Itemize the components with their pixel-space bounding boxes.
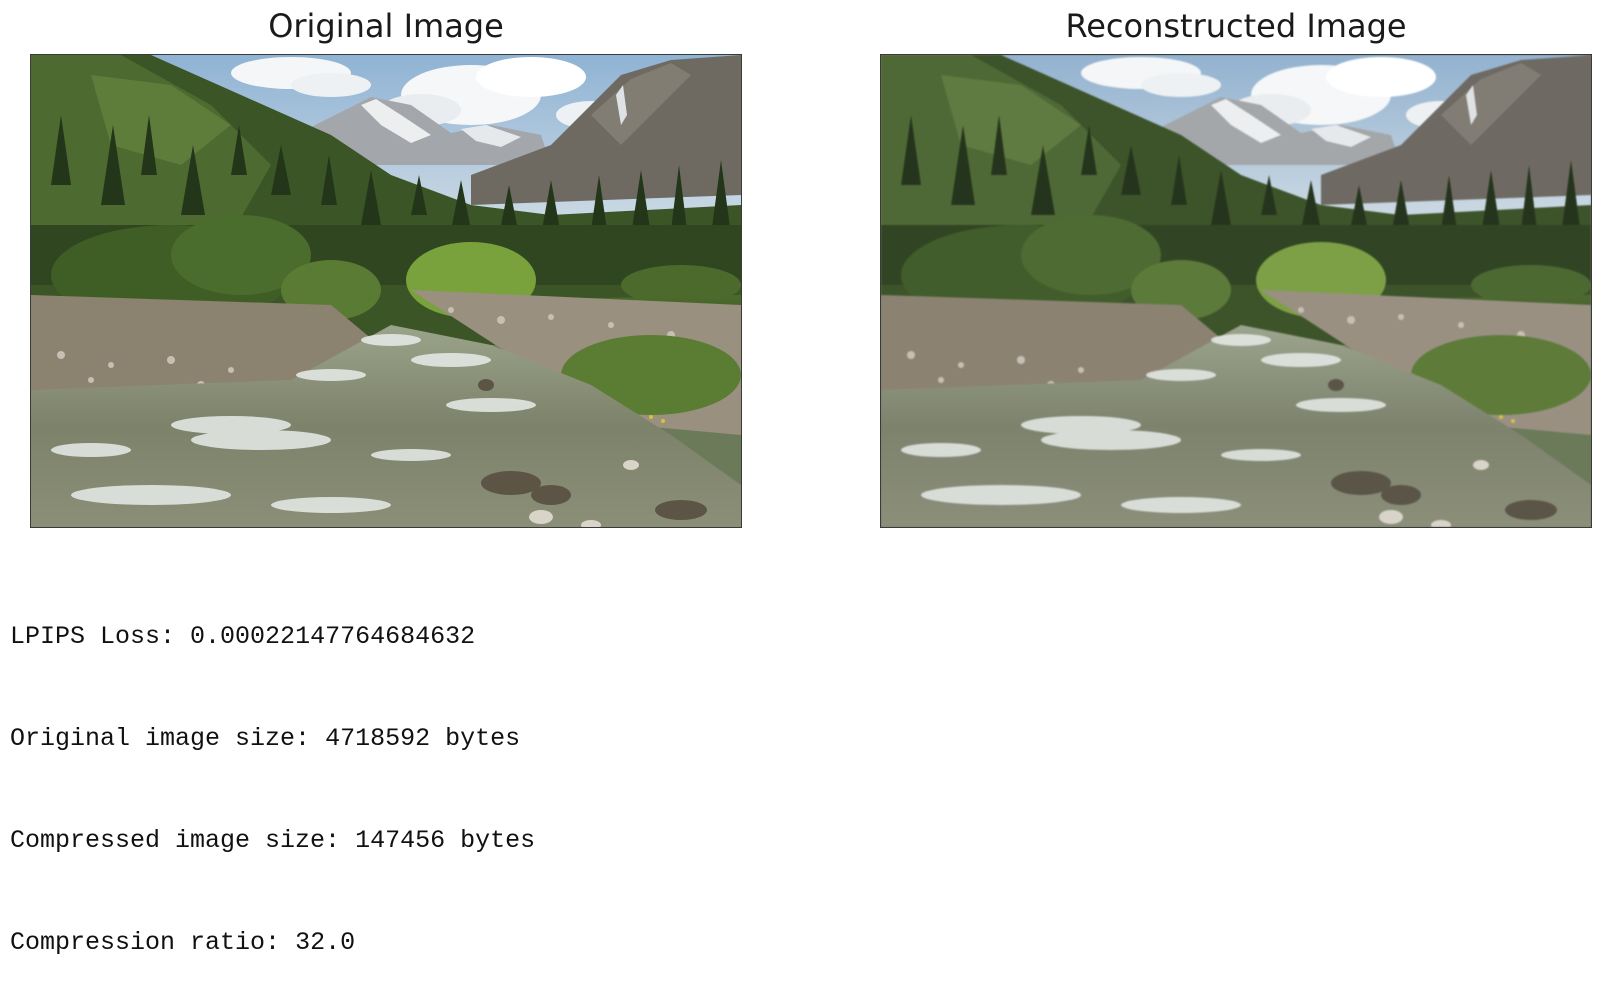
compression-ratio-label: Compression ratio:: [10, 928, 281, 957]
compressed-size-label: Compressed image size:: [10, 826, 341, 855]
compression-ratio-line: Compression ratio: 32.0: [10, 926, 535, 960]
reconstructed-landscape-photo: [881, 55, 1591, 527]
original-image-title: Original Image: [268, 7, 504, 45]
original-image: [30, 54, 742, 528]
lpips-line: LPIPS Loss: 0.00022147764684632: [10, 620, 535, 654]
reconstructed-image: [880, 54, 1592, 528]
reconstructed-image-title: Reconstructed Image: [1065, 7, 1407, 45]
lpips-value: 0.00022147764684632: [190, 622, 476, 651]
original-image-panel: Original Image: [30, 0, 742, 530]
original-landscape-photo: [31, 55, 741, 527]
compressed-size-line: Compressed image size: 147456 bytes: [10, 824, 535, 858]
original-size-value: 4718592 bytes: [325, 724, 521, 753]
original-size-label: Original image size:: [10, 724, 311, 753]
output-console: LPIPS Loss: 0.00022147764684632 Original…: [10, 552, 535, 994]
compressed-size-value: 147456 bytes: [355, 826, 536, 855]
reconstructed-image-panel: Reconstructed Image: [880, 0, 1592, 530]
lpips-label: LPIPS Loss:: [10, 622, 176, 651]
original-size-line: Original image size: 4718592 bytes: [10, 722, 535, 756]
compression-ratio-value: 32.0: [295, 928, 356, 957]
